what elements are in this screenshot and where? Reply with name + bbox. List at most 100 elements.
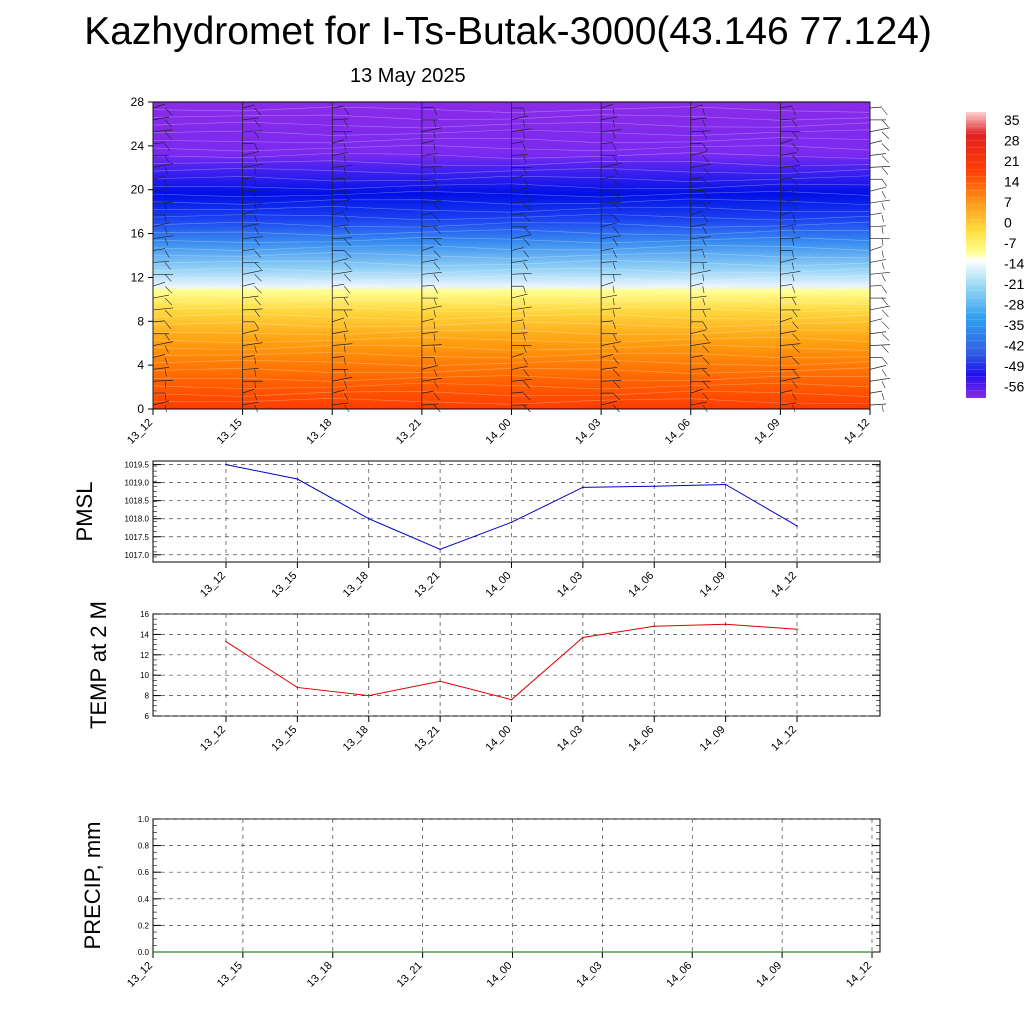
wind-barb [780,317,793,323]
wind-barb-flag [881,345,889,353]
wind-barb-flag [523,250,530,258]
wind-barb [421,365,438,370]
wind-barb-flag [254,167,257,175]
colorbar-label: 21 [1004,153,1020,169]
wind-barb-flag [344,274,351,282]
wind-barb [780,211,793,216]
pmsl-panel-y-tick-label: 1019.5 [125,461,150,470]
wind-barb [332,237,353,240]
wind-barb-flag [612,262,616,270]
wind-barb [780,198,801,204]
wind-barb [152,320,166,323]
wind-barb-flag [164,321,171,330]
precip-panel-x-tick-label: 14_12 [844,960,874,990]
wind-barb-flag [881,309,889,318]
wind-barb-flag [792,309,798,318]
wind-barb-flag [254,214,258,223]
pmsl-panel-data-point [582,486,584,489]
wind-barb-flag [254,309,260,318]
pmsl-panel-x-tick-label: 13_21 [412,570,442,600]
wind-barb-flag [612,345,619,353]
wind-barb-flag [164,297,173,306]
wind-barb-flag [702,309,707,318]
wind-barb-flag [254,285,262,294]
wind-barb-flag [433,167,437,175]
wind-barb [601,379,622,382]
wind-barb-flag [881,191,886,199]
colorbar-label: -28 [1004,297,1024,313]
wind-barb-flag [881,357,888,365]
wind-barb-flag [881,131,890,139]
colorbar-label: 0 [1004,215,1012,231]
wind-barb-flag [343,143,347,151]
wind-barb-flag [792,226,795,234]
wind-barb [601,163,622,168]
wind-barb-flag [792,357,800,365]
heatmap-x-tick-label: 13_18 [304,417,334,447]
wind-barb [152,367,170,370]
colorbar-label: 7 [1004,194,1012,210]
wind-barb-flag [343,309,348,318]
wind-barb-flag [612,179,620,187]
wind-barb [869,246,883,251]
wind-barb-flag [702,155,710,163]
wind-barb [242,355,255,358]
wind-barb [421,403,438,406]
wind-barb [242,329,259,335]
heatmap-x-tick-label: 14_12 [842,417,872,447]
pmsl-panel-x-tick-label: 14_12 [769,570,799,600]
wind-barb-flag [343,369,347,377]
temp-panel-x-tick-label: 14_00 [484,724,514,754]
heatmap-y-tick-label: 12 [131,270,145,284]
wind-barb-flag [343,191,347,199]
wind-barb-flag [343,202,348,211]
wind-barb [421,127,442,133]
wind-barb [780,258,797,263]
wind-barb-flag [612,369,620,377]
wind-barb-flag [164,107,173,116]
wind-barb [242,164,263,168]
wind-barb-flag [254,226,259,234]
heatmap-x-tick-label: 13_15 [215,417,245,447]
wind-barb-flag [881,202,885,211]
wind-barb [601,116,618,121]
wind-barb-flag [254,179,256,187]
wind-barb-flag [164,167,169,175]
wind-barb [690,342,711,346]
wind-barb-flag [164,309,172,318]
wind-barb [152,235,174,240]
wind-barb [869,331,887,335]
wind-barb [242,236,263,240]
wind-barb-flag [881,286,887,294]
wind-barb-flag [792,190,799,199]
wind-barb [690,104,703,109]
wind-barb-flag [343,297,349,306]
precip-panel-data-point [421,951,424,953]
wind-barb [869,318,883,323]
temp-panel-data-point [367,694,370,697]
wind-barb-flag [612,131,616,139]
precip-panel-frame [152,818,881,953]
wind-barb [332,139,345,144]
wind-barb-flag [433,143,436,151]
wind-barb-flag [792,119,798,128]
wind-barb [332,343,353,346]
wind-barb-flag [343,345,346,353]
wind-barb [780,139,793,144]
temp-panel-x-tick-label: 13_18 [341,724,371,754]
temp-panel-x-tick-label: 14_12 [769,724,799,754]
wind-barb [421,246,434,251]
wind-barb-flag [702,333,709,341]
precip-panel-data-point [242,951,244,953]
wind-barb [421,186,438,192]
pmsl-panel-y-axis-label: PMSL [72,482,97,542]
wind-barb [152,116,170,121]
heatmap-y-tick-label: 4 [137,358,144,372]
wind-barb-flag [433,131,436,139]
wind-barb [332,258,349,263]
wind-barb [690,223,707,228]
wind-barb-flag [343,167,346,175]
wind-barb [601,103,614,109]
wind-barb-flag [702,190,710,199]
wind-barb-flag [881,393,885,401]
